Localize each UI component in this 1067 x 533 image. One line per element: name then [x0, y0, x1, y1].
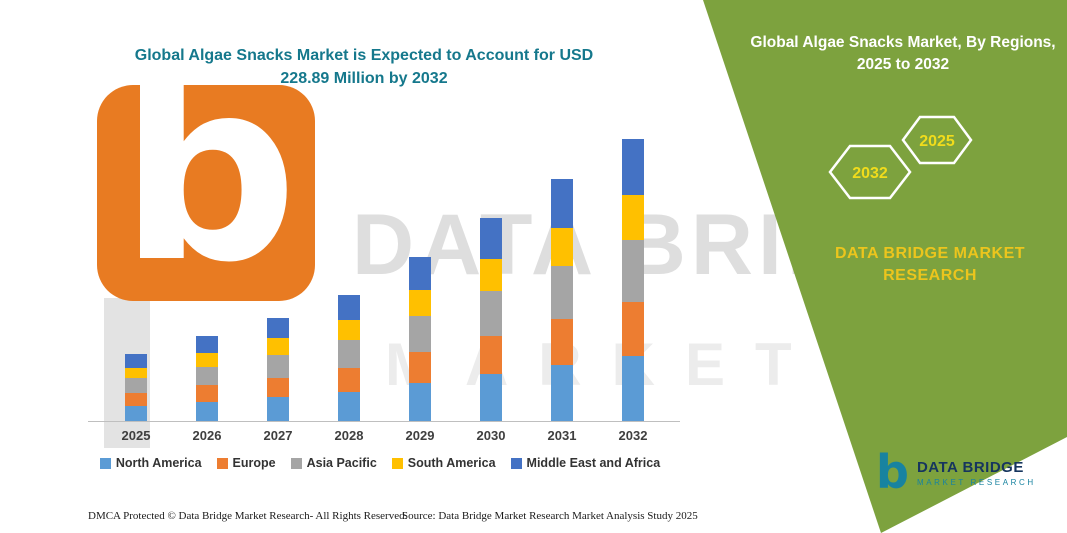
bar-segment — [622, 195, 644, 241]
bar-segment — [551, 365, 573, 421]
bar-segment — [196, 401, 218, 421]
bar-segment — [409, 315, 431, 353]
legend-swatch — [510, 457, 522, 469]
bar-segment — [125, 367, 147, 379]
legend-item: Middle East and Africa — [510, 456, 661, 470]
legend-swatch — [99, 457, 111, 469]
bar-segment — [125, 393, 147, 406]
bar-segment — [551, 227, 573, 267]
bar-segment — [338, 367, 360, 392]
logo-subtitle: MARKET RESEARCH — [916, 477, 1036, 487]
bar-segment — [338, 340, 360, 368]
bar-segment — [551, 266, 573, 320]
bar-segment — [338, 319, 360, 341]
hexagon-2025 — [901, 115, 973, 165]
panel-brand-text: DATA BRIDGE MARKET RESEARCH — [834, 245, 1026, 285]
bar-segment — [267, 317, 289, 339]
legend-item: Europe — [216, 456, 276, 470]
logo-name: DATA BRIDGE — [916, 458, 1024, 476]
bar-segment — [267, 338, 289, 355]
watermark-letter: b — [119, 85, 298, 301]
bar-segment — [622, 138, 644, 196]
legend-swatch — [290, 457, 302, 469]
footer-source-text: Source: Data Bridge Market Research Mark… — [402, 510, 698, 522]
bar-2029 — [409, 256, 431, 421]
bar-segment — [551, 179, 573, 228]
logo-b-icon: b — [876, 445, 909, 499]
bar-segment — [125, 405, 147, 421]
bar-2030 — [480, 218, 502, 421]
watermark-brand-logo-icon: b — [97, 85, 315, 301]
bar-segment — [480, 291, 502, 336]
bar-segment — [267, 377, 289, 398]
bar-segment — [409, 383, 431, 421]
x-axis-label: 2027 — [263, 428, 293, 443]
x-axis-label: 2029 — [405, 428, 435, 443]
bar-2031 — [551, 179, 573, 421]
data-bridge-logo: b DATA BRIDGE MARKET RESEARCH — [876, 445, 1036, 499]
legend-item: Asia Pacific — [290, 456, 377, 470]
bar-segment — [622, 240, 644, 303]
bar-segment — [622, 356, 644, 421]
bar-2028 — [338, 294, 360, 421]
bar-segment — [267, 354, 289, 378]
bar-2027 — [267, 317, 289, 421]
x-axis-label: 2030 — [476, 428, 506, 443]
bar-segment — [622, 302, 644, 357]
bar-segment — [480, 258, 502, 292]
bar-segment — [409, 289, 431, 316]
legend-label: South America — [407, 456, 496, 470]
legend-swatch — [391, 457, 403, 469]
legend-item: South America — [391, 456, 496, 470]
hexagon-2025-label: 2025 — [919, 133, 955, 150]
x-axis-label: 2026 — [192, 428, 222, 443]
bar-segment — [480, 374, 502, 421]
bar-segment — [196, 336, 218, 354]
bar-segment — [409, 352, 431, 384]
bar-segment — [196, 366, 218, 386]
bar-2026 — [196, 336, 218, 421]
bar-segment — [480, 335, 502, 375]
legend: North America Europe Asia Pacific South Ame… — [80, 456, 680, 470]
legend-swatch — [216, 457, 228, 469]
legend-label: North America — [115, 456, 202, 470]
bar-segment — [125, 354, 147, 368]
x-axis-label: 2032 — [618, 428, 648, 443]
bar-2032 — [622, 138, 644, 421]
bar-segment — [338, 391, 360, 421]
x-axis-label: 2025 — [121, 428, 151, 443]
bar-segment — [267, 397, 289, 421]
legend-item: North America — [99, 456, 202, 470]
footer-dmca-text: DMCA Protected © Data Bridge Market Rese… — [88, 510, 408, 522]
hexagon-2032 — [828, 144, 912, 200]
legend-label: Asia Pacific — [306, 456, 377, 470]
bar-2025 — [125, 354, 147, 421]
x-axis-label: 2028 — [334, 428, 364, 443]
bar-segment — [196, 385, 218, 402]
legend-label: Europe — [232, 456, 276, 470]
chart-title: Global Algae Snacks Market is Expected t… — [134, 47, 594, 88]
bar-segment — [196, 353, 218, 367]
side-panel-title: Global Algae Snacks Market, By Regions, … — [750, 34, 1056, 74]
bar-segment — [338, 294, 360, 320]
bar-segment — [480, 218, 502, 259]
plot-area: 2025 2026 2027 2028 2029 2030 2031 2032 — [88, 100, 680, 443]
bar-segment — [125, 378, 147, 394]
legend-label: Middle East and Africa — [526, 456, 661, 470]
bar-segment — [551, 319, 573, 366]
year-hexagons: 2032 2025 — [828, 115, 973, 200]
hexagon-2032-label: 2032 — [852, 165, 888, 182]
bar-segment — [409, 256, 431, 290]
x-axis-label: 2031 — [547, 428, 577, 443]
